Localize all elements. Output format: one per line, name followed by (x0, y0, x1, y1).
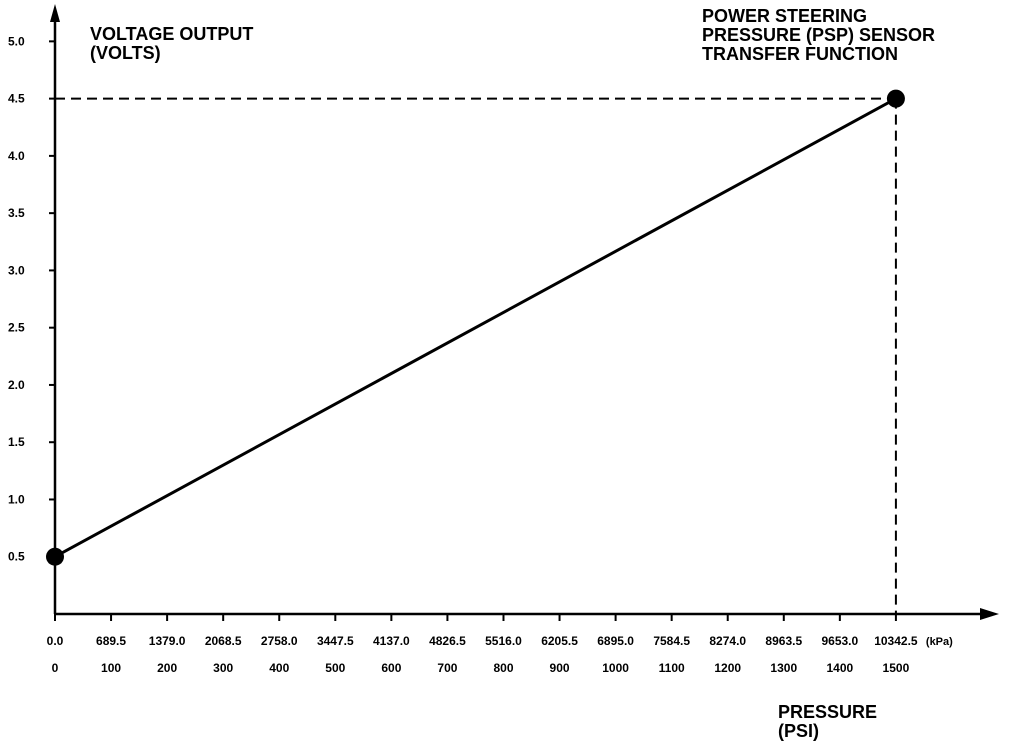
x2-tick-label: 4826.5 (429, 634, 466, 648)
x2-tick-label: 10342.5 (874, 634, 918, 648)
x2-tick-label: 2758.0 (261, 634, 298, 648)
x-tick-label: 1300 (770, 661, 797, 675)
x-tick-label: 600 (381, 661, 401, 675)
y-tick-label: 2.0 (8, 378, 25, 392)
x-tick-label: 400 (269, 661, 289, 675)
x2-tick-label: 689.5 (96, 634, 126, 648)
y-tick-label: 1.5 (8, 435, 25, 449)
chart-title: PRESSURE (PSP) SENSOR (702, 25, 935, 45)
x2-tick-label: 3447.5 (317, 634, 354, 648)
x-tick-label: 1400 (826, 661, 853, 675)
data-line (54, 97, 897, 559)
x2-tick-label: 6205.5 (541, 634, 578, 648)
y-tick-label: 1.0 (8, 492, 25, 506)
y-axis-label: (VOLTS) (90, 43, 161, 63)
x-tick-label: 1000 (602, 661, 629, 675)
x-axis-label: PRESSURE (778, 702, 877, 722)
data-point (46, 547, 64, 566)
y-axis-label: VOLTAGE OUTPUT (90, 24, 253, 44)
x-tick-label: 1100 (659, 661, 685, 675)
y-tick-label: 3.0 (8, 263, 25, 277)
y-axis-arrow (50, 4, 60, 22)
y-tick-label: 4.0 (8, 149, 25, 163)
y-tick-label: 3.5 (8, 206, 25, 220)
x2-tick-label: 9653.0 (821, 634, 858, 648)
x-tick-label: 0 (52, 661, 59, 675)
x2-tick-label: 5516.0 (485, 634, 522, 648)
x2-tick-label: 2068.5 (205, 634, 242, 648)
x-tick-label: 500 (325, 661, 345, 675)
y-tick-label: 2.5 (8, 321, 25, 335)
chart-title: POWER STEERING (702, 6, 867, 26)
y-tick-label: 0.5 (8, 550, 25, 564)
x-tick-label: 700 (437, 661, 457, 675)
y-tick-label: 4.5 (8, 92, 25, 106)
x2-tick-label: 8963.5 (765, 634, 802, 648)
x-tick-label: 800 (493, 661, 513, 675)
data-point (886, 89, 905, 108)
x-tick-label: 300 (213, 661, 233, 675)
x2-tick-label: 4137.0 (373, 634, 410, 648)
x-axis-arrow (980, 608, 999, 620)
x-tick-label: 1500 (883, 661, 910, 675)
x-tick-label: 200 (157, 661, 177, 675)
x2-tick-label: 1379.0 (149, 634, 186, 648)
x2-unit-label: (kPa) (926, 636, 953, 648)
x2-tick-label: 0.0 (47, 634, 64, 648)
x-tick-label: 1200 (714, 661, 741, 675)
x2-tick-label: 8274.0 (709, 634, 746, 648)
x2-tick-label: 6895.0 (597, 634, 634, 648)
chart-title: TRANSFER FUNCTION (702, 44, 898, 64)
x2-tick-label: 7584.5 (653, 634, 690, 648)
x-axis-label: (PSI) (778, 721, 819, 741)
x-tick-label: 900 (550, 661, 570, 675)
y-tick-label: 5.0 (8, 34, 25, 48)
x-tick-label: 100 (101, 661, 121, 675)
